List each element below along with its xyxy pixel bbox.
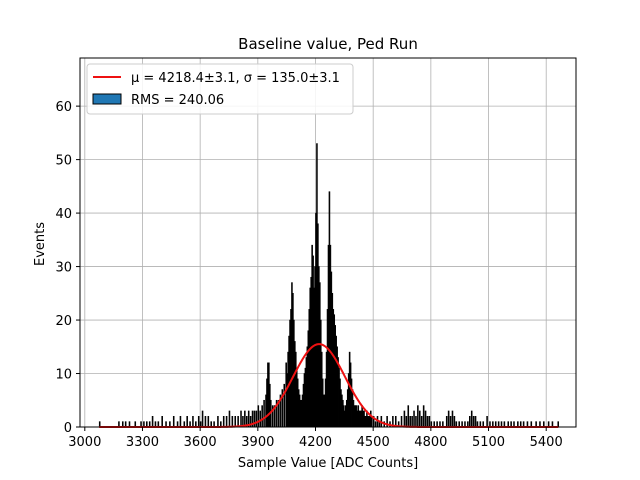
x-tick-label: 5100 (472, 435, 505, 450)
x-axis-label: Sample Value [ADC Counts] (238, 456, 418, 471)
histogram-bar (470, 410, 473, 428)
x-axis-ticks: 3000 3300 3600 3900 4200 4500 4800 5100 5400 (68, 427, 563, 450)
histogram-bar (186, 416, 188, 428)
x-tick-label: 4500 (357, 435, 390, 450)
histogram-bar (449, 416, 452, 428)
histogram-bar (192, 416, 194, 428)
histogram-bar (417, 405, 419, 428)
histogram-bar (261, 405, 263, 428)
y-axis-ticks: 0 10 20 30 40 50 60 (55, 100, 80, 436)
histogram-bar (405, 416, 408, 428)
histogram-bar (472, 416, 475, 428)
histogram-bar (257, 405, 260, 428)
y-tick-label: 10 (55, 368, 72, 383)
histogram-bar (204, 416, 207, 428)
histogram-bar (415, 416, 417, 428)
x-tick-label: 4200 (299, 435, 332, 450)
y-tick-label: 40 (55, 207, 72, 222)
histogram-bar (240, 410, 242, 428)
y-axis-label: Events (33, 222, 48, 266)
histogram-bar (201, 410, 204, 428)
histogram-bar (234, 416, 237, 428)
y-tick-label: 50 (55, 154, 72, 169)
histogram-bar (225, 416, 228, 428)
histogram-bar (161, 416, 163, 428)
histogram-bar (453, 416, 456, 428)
histogram-bar (151, 416, 154, 428)
histogram-bar (197, 416, 200, 428)
histogram-bar (207, 416, 210, 428)
histogram-bar (403, 410, 406, 428)
histogram-bar (474, 416, 477, 428)
y-tick-label: 60 (55, 100, 72, 115)
x-tick-label: 3000 (68, 435, 101, 450)
histogram-bar (407, 405, 410, 428)
histogram-bar (259, 410, 262, 428)
histogram-bar (451, 410, 454, 428)
x-tick-label: 3900 (241, 435, 274, 450)
histogram-bar (424, 410, 427, 428)
plot-area (79, 57, 577, 428)
chart-title: Baseline value, Ped Run (238, 35, 418, 53)
histogram-bar (469, 416, 471, 428)
legend-fit-label: μ = 4218.4±3.1, σ = 135.0±3.1 (131, 71, 340, 86)
y-tick-label: 30 (55, 261, 72, 276)
x-tick-label: 4800 (414, 435, 447, 450)
histogram-bar (179, 416, 182, 428)
histogram-bar (253, 410, 256, 428)
histogram-bar (419, 410, 421, 428)
legend-histogram-label: RMS = 240.06 (131, 93, 224, 108)
histogram-bar (231, 416, 234, 428)
histogram-bar (222, 416, 225, 428)
histogram-bar (426, 416, 429, 428)
histogram-bar (409, 416, 411, 428)
axes-frame (79, 57, 577, 428)
legend-histogram-swatch (92, 93, 122, 105)
y-tick-label: 20 (55, 314, 72, 329)
x-tick-label: 5400 (530, 435, 563, 450)
histogram-bar (486, 416, 488, 428)
histogram-bar (217, 416, 219, 428)
histogram-bar (422, 405, 425, 428)
legend: μ = 4218.4±3.1, σ = 135.0±3.1 RMS = 240.… (86, 63, 354, 115)
x-tick-label: 3600 (184, 435, 217, 450)
histogram-bar (445, 416, 448, 428)
y-tick-label: 0 (64, 421, 72, 436)
histogram-bar (413, 410, 415, 428)
histogram-bar (374, 421, 377, 428)
histogram-bar (400, 416, 403, 428)
histogram-bar (411, 416, 413, 428)
histogram-bar (172, 416, 175, 428)
legend-box (86, 63, 354, 115)
histogram-bar (228, 410, 231, 428)
x-tick-label: 3300 (126, 435, 159, 450)
histogram-bar (263, 399, 265, 428)
histogram-bar (447, 410, 450, 428)
histogram-bar (255, 410, 258, 428)
histogram-bar (420, 416, 423, 428)
histogram-bar (428, 416, 431, 428)
